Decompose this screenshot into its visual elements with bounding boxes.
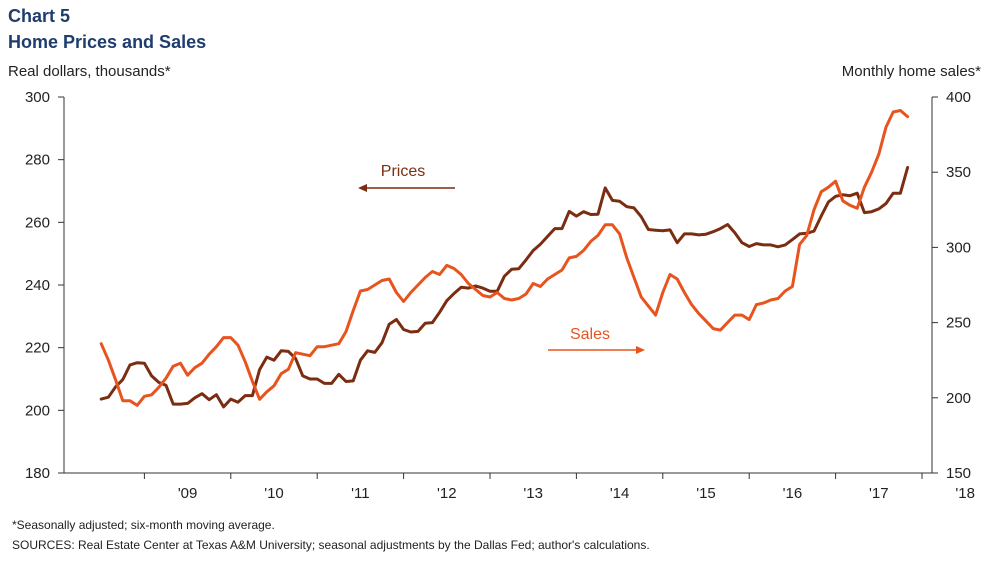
x-tick-label: '13	[523, 485, 543, 502]
annotation-prices-arrow-head	[358, 184, 367, 192]
right-tick-label: 150	[946, 465, 971, 482]
right-tick-label: 200	[946, 390, 971, 407]
right-tick-label: 250	[946, 315, 971, 332]
left-tick-label: 260	[25, 214, 50, 231]
x-tick-label: '10	[264, 485, 284, 502]
annotation-sales-label: Sales	[570, 326, 610, 343]
x-tick-label: '16	[783, 485, 803, 502]
annotations: Prices Sales	[358, 163, 645, 354]
right-tick-label: 350	[946, 164, 971, 181]
axes: 180 200 220 240 260 280 300 150 200 250 300 350 400 '…	[25, 89, 975, 502]
footnote: *Seasonally adjusted; six-month moving a…	[12, 518, 275, 532]
x-tick-label: '14	[610, 485, 630, 502]
x-tick-label: '15	[696, 485, 716, 502]
x-tick-label: '12	[437, 485, 457, 502]
left-tick-label: 180	[25, 465, 50, 482]
x-tick-label: '17	[869, 485, 889, 502]
series-line-sales	[99, 109, 910, 407]
series-lines	[99, 109, 910, 409]
left-tick-label: 280	[25, 152, 50, 169]
annotation-sales-arrow-head	[636, 346, 645, 354]
x-tick-label: '09	[178, 485, 198, 502]
annotation-prices-label: Prices	[381, 163, 425, 180]
chart-title: Home Prices and Sales	[8, 32, 207, 52]
sources-note: SOURCES: Real Estate Center at Texas A&M…	[12, 538, 650, 552]
left-tick-label: 220	[25, 340, 50, 357]
x-tick-label: '18	[955, 485, 975, 502]
left-tick-label: 240	[25, 277, 50, 294]
right-tick-label: 300	[946, 239, 971, 256]
left-tick-label: 200	[25, 402, 50, 419]
x-tick-label: '11	[351, 485, 369, 502]
left-tick-label: 300	[25, 89, 50, 106]
right-tick-label: 400	[946, 89, 971, 106]
chart-number: Chart 5	[8, 6, 71, 26]
right-axis-label: Monthly home sales*	[841, 63, 981, 80]
left-axis-label: Real dollars, thousands*	[8, 63, 171, 80]
series-line-prices	[99, 166, 910, 409]
